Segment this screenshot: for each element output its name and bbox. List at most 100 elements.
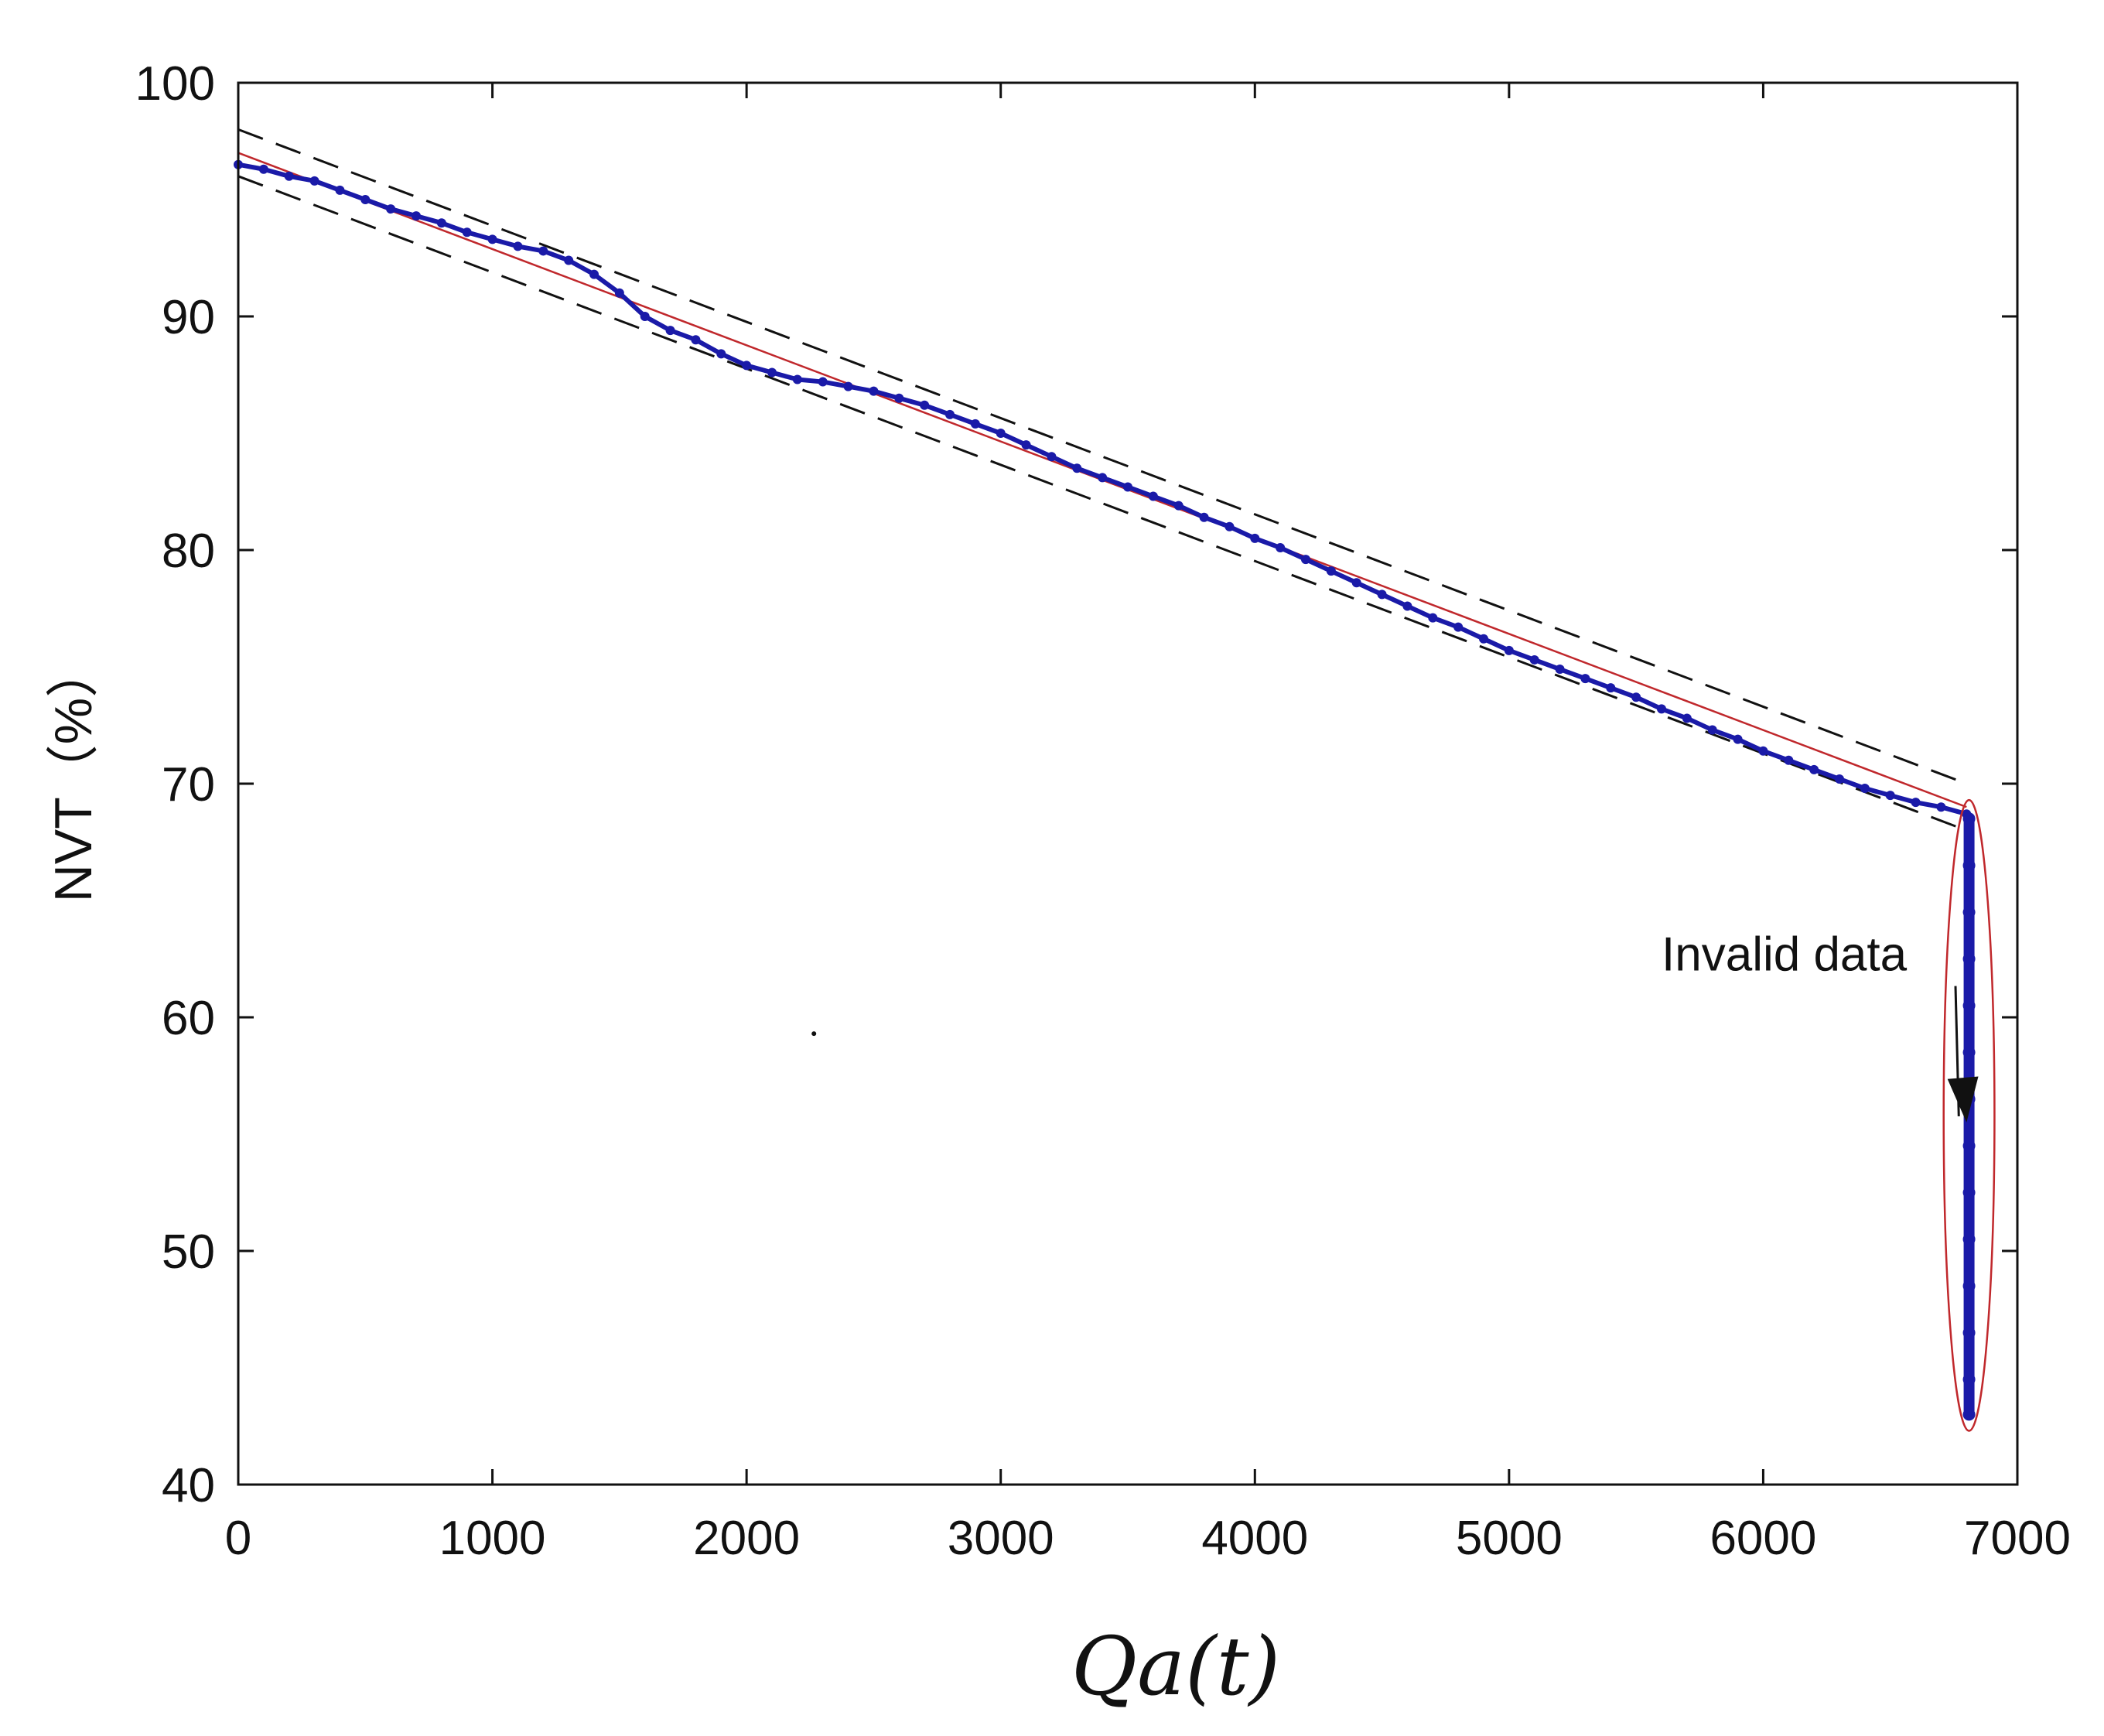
data-point	[1529, 654, 1539, 665]
y-tick-label: 70	[162, 758, 215, 812]
y-tick-label: 100	[135, 57, 215, 111]
data-point	[1606, 683, 1616, 693]
data-point	[1758, 746, 1768, 756]
upper-bound-line	[237, 128, 1967, 785]
invalid-data-point	[1962, 1408, 1976, 1421]
data-point	[1479, 634, 1488, 644]
data-point	[258, 164, 268, 174]
invalid-data-point	[1962, 1140, 1976, 1153]
x-tick-label: 7000	[1964, 1512, 2071, 1565]
data-point	[462, 227, 472, 238]
data-point	[1072, 463, 1082, 473]
data-point	[1453, 622, 1464, 632]
annotation-arrow-head	[1947, 1076, 1979, 1123]
data-point	[1860, 784, 1870, 794]
data-point	[487, 234, 497, 244]
invalid-data-point	[1962, 1186, 1976, 1199]
data-point	[309, 176, 319, 186]
x-tick-label: 5000	[1456, 1512, 1563, 1565]
data-point	[412, 211, 421, 221]
data-point	[716, 349, 726, 359]
data-point	[1631, 692, 1641, 702]
data-point	[1250, 533, 1260, 543]
y-tick-label: 40	[162, 1459, 215, 1512]
data-point	[1199, 512, 1209, 522]
y-tick-label: 80	[162, 525, 215, 578]
data-point	[513, 241, 523, 251]
lower-bound-line	[237, 175, 1967, 832]
data-point	[360, 195, 371, 204]
invalid-data-point	[1962, 952, 1976, 965]
data-point	[945, 409, 955, 419]
annotation-text: Invalid data	[1662, 928, 1908, 982]
data-point	[691, 335, 701, 345]
data-point	[792, 374, 802, 384]
data-point	[665, 326, 675, 336]
data-point	[970, 419, 980, 429]
invalid-data-point	[1962, 812, 1976, 825]
y-tick-labels: 40 50 60 70 80 90 100	[135, 57, 215, 1512]
data-point	[335, 185, 345, 195]
data-point	[1377, 589, 1387, 600]
data-point	[1351, 578, 1361, 588]
x-tick-label: 3000	[948, 1512, 1054, 1565]
x-tick-label: 1000	[439, 1512, 546, 1565]
plot-frame	[237, 81, 2019, 1486]
invalid-data-point	[1962, 906, 1976, 919]
data-point	[742, 361, 752, 371]
invalid-data-point	[1962, 1326, 1976, 1339]
stray-dot	[811, 1031, 817, 1037]
annotation-layer: Invalid data	[1662, 928, 1979, 1123]
data-point	[1123, 482, 1132, 492]
data-point	[1021, 440, 1031, 450]
data-point	[1835, 774, 1844, 784]
data-point	[1301, 555, 1310, 565]
data-point	[1657, 704, 1666, 714]
data-point	[843, 381, 853, 391]
invalid-data-point	[1962, 1280, 1976, 1293]
data-point	[1326, 566, 1336, 576]
data-point	[284, 171, 294, 181]
y-tick-label: 60	[162, 992, 215, 1045]
data-point	[614, 288, 624, 298]
data-point	[1047, 452, 1057, 462]
data-point	[1098, 473, 1108, 483]
data-point	[538, 246, 548, 256]
data-point	[640, 312, 650, 321]
x-axis-label: Qa(t)	[1071, 1619, 1280, 1714]
data-point	[386, 204, 396, 214]
axis-ticks	[237, 81, 2019, 1486]
data-point	[1809, 764, 1819, 774]
invalid-data-point	[1962, 1232, 1976, 1246]
invalid-data-ellipse	[1942, 798, 1996, 1432]
data-point	[767, 367, 777, 378]
data-point	[1402, 601, 1412, 611]
confidence-bounds	[237, 128, 1967, 832]
data-point	[1885, 791, 1895, 801]
data-point	[869, 386, 879, 396]
data-point	[1580, 674, 1590, 684]
invalid-data-point	[1962, 999, 1976, 1012]
y-tick-label: 50	[162, 1225, 215, 1279]
measured-data-trace	[236, 162, 1969, 817]
data-point	[589, 269, 599, 279]
data-point	[1784, 755, 1794, 765]
data-point	[1504, 645, 1514, 655]
x-tick-label: 2000	[693, 1512, 800, 1565]
invalid-data-point	[1962, 1373, 1976, 1386]
data-point	[1936, 802, 1946, 812]
data-point	[1148, 491, 1158, 501]
invalid-data-point	[1962, 859, 1976, 872]
data-point	[1428, 613, 1438, 623]
data-point	[564, 255, 574, 265]
data-point	[1733, 734, 1743, 744]
x-tick-label: 6000	[1710, 1512, 1816, 1565]
data-point	[894, 393, 904, 403]
data-point	[1276, 542, 1286, 552]
data-point	[818, 377, 828, 387]
y-axis-label: NVT（%）	[44, 645, 103, 902]
y-tick-label: 90	[162, 291, 215, 344]
invalid-data-point	[1962, 1046, 1976, 1059]
invalid-data-highlight	[1942, 798, 1996, 1432]
